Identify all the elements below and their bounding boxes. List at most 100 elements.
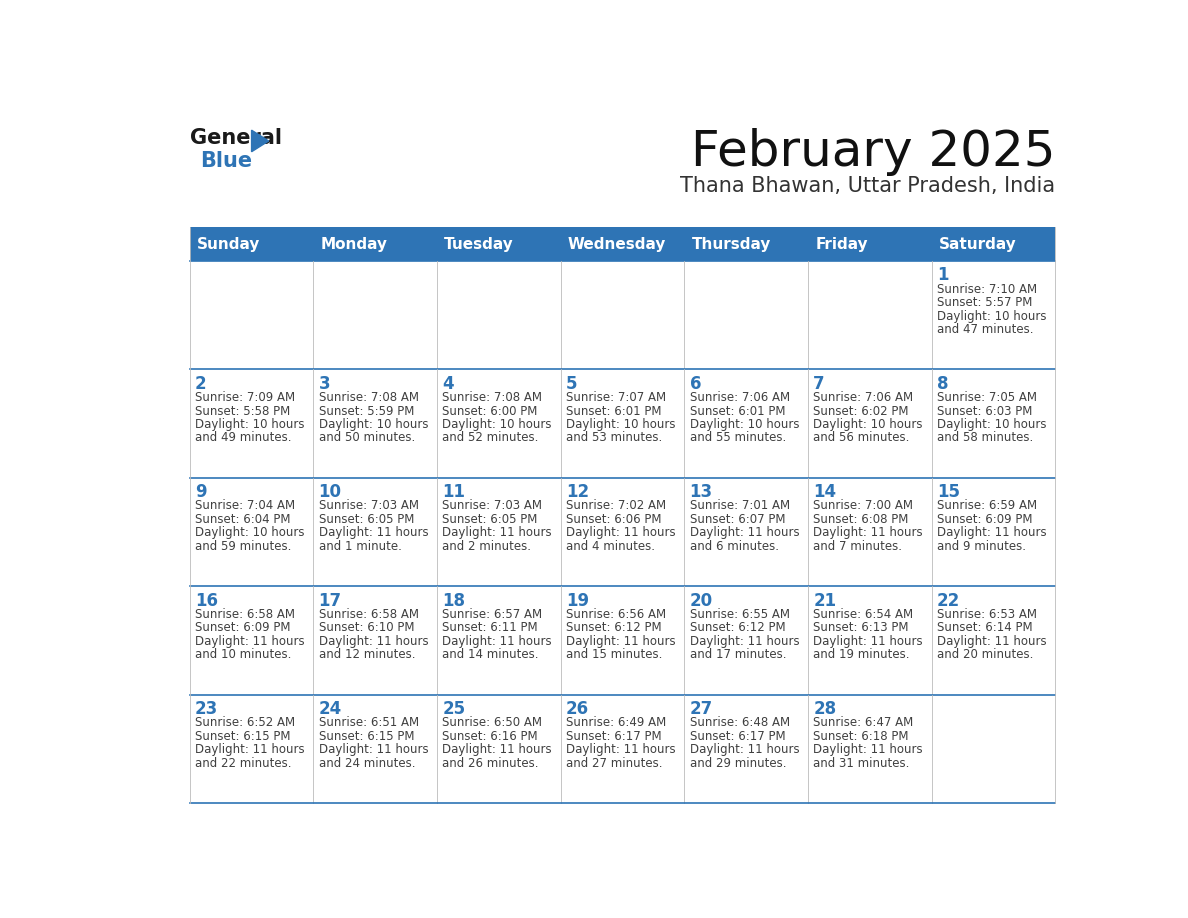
Text: and 58 minutes.: and 58 minutes. xyxy=(937,431,1034,444)
Text: 24: 24 xyxy=(318,700,342,718)
Text: General: General xyxy=(190,128,282,148)
Text: 11: 11 xyxy=(442,483,466,501)
Text: Sunrise: 6:58 AM: Sunrise: 6:58 AM xyxy=(318,608,418,621)
Text: Sunrise: 7:01 AM: Sunrise: 7:01 AM xyxy=(690,499,790,512)
Text: 28: 28 xyxy=(814,700,836,718)
Text: Sunrise: 7:00 AM: Sunrise: 7:00 AM xyxy=(814,499,914,512)
Text: Daylight: 11 hours: Daylight: 11 hours xyxy=(318,526,429,540)
Text: Sunday: Sunday xyxy=(197,237,260,252)
Text: and 56 minutes.: and 56 minutes. xyxy=(814,431,910,444)
Text: and 59 minutes.: and 59 minutes. xyxy=(195,540,291,553)
Text: Daylight: 11 hours: Daylight: 11 hours xyxy=(195,635,304,648)
Text: Saturday: Saturday xyxy=(939,237,1017,252)
Text: 20: 20 xyxy=(690,592,713,610)
Text: Blue: Blue xyxy=(201,151,253,171)
Text: Sunset: 5:57 PM: Sunset: 5:57 PM xyxy=(937,297,1032,309)
Text: 14: 14 xyxy=(814,483,836,501)
Text: and 50 minutes.: and 50 minutes. xyxy=(318,431,415,444)
Text: Sunrise: 6:49 AM: Sunrise: 6:49 AM xyxy=(565,716,666,729)
Text: Sunrise: 6:48 AM: Sunrise: 6:48 AM xyxy=(690,716,790,729)
Text: Sunset: 6:07 PM: Sunset: 6:07 PM xyxy=(690,513,785,526)
Text: 17: 17 xyxy=(318,592,342,610)
Text: Daylight: 11 hours: Daylight: 11 hours xyxy=(318,635,429,648)
Text: and 9 minutes.: and 9 minutes. xyxy=(937,540,1026,553)
Text: and 52 minutes.: and 52 minutes. xyxy=(442,431,538,444)
Text: Wednesday: Wednesday xyxy=(568,237,666,252)
Text: Daylight: 11 hours: Daylight: 11 hours xyxy=(565,744,676,756)
Text: Sunrise: 7:08 AM: Sunrise: 7:08 AM xyxy=(318,391,418,404)
Text: Sunrise: 6:53 AM: Sunrise: 6:53 AM xyxy=(937,608,1037,621)
Text: Daylight: 11 hours: Daylight: 11 hours xyxy=(442,635,552,648)
Text: and 24 minutes.: and 24 minutes. xyxy=(318,756,415,769)
Text: Sunset: 6:14 PM: Sunset: 6:14 PM xyxy=(937,621,1032,634)
Text: Thana Bhawan, Uttar Pradesh, India: Thana Bhawan, Uttar Pradesh, India xyxy=(680,175,1055,196)
Text: and 14 minutes.: and 14 minutes. xyxy=(442,648,539,661)
Text: Sunrise: 7:08 AM: Sunrise: 7:08 AM xyxy=(442,391,543,404)
Text: 21: 21 xyxy=(814,592,836,610)
Text: and 53 minutes.: and 53 minutes. xyxy=(565,431,662,444)
Text: and 12 minutes.: and 12 minutes. xyxy=(318,648,415,661)
Bar xyxy=(190,227,1055,261)
Text: Sunrise: 7:03 AM: Sunrise: 7:03 AM xyxy=(442,499,543,512)
Text: Daylight: 11 hours: Daylight: 11 hours xyxy=(814,744,923,756)
Text: Daylight: 11 hours: Daylight: 11 hours xyxy=(690,635,800,648)
Text: and 2 minutes.: and 2 minutes. xyxy=(442,540,531,553)
Text: and 55 minutes.: and 55 minutes. xyxy=(690,431,786,444)
Text: and 27 minutes.: and 27 minutes. xyxy=(565,756,663,769)
Text: Daylight: 11 hours: Daylight: 11 hours xyxy=(565,635,676,648)
Text: 15: 15 xyxy=(937,483,960,501)
Text: Sunrise: 7:07 AM: Sunrise: 7:07 AM xyxy=(565,391,666,404)
Text: Sunrise: 6:52 AM: Sunrise: 6:52 AM xyxy=(195,716,295,729)
Text: Sunset: 6:03 PM: Sunset: 6:03 PM xyxy=(937,405,1032,418)
Text: Sunrise: 6:47 AM: Sunrise: 6:47 AM xyxy=(814,716,914,729)
Text: Sunset: 6:09 PM: Sunset: 6:09 PM xyxy=(195,621,291,634)
Text: Sunset: 6:09 PM: Sunset: 6:09 PM xyxy=(937,513,1032,526)
Text: Sunrise: 6:58 AM: Sunrise: 6:58 AM xyxy=(195,608,295,621)
Text: and 6 minutes.: and 6 minutes. xyxy=(690,540,778,553)
Text: 1: 1 xyxy=(937,266,948,285)
Text: and 1 minute.: and 1 minute. xyxy=(318,540,402,553)
Text: and 19 minutes.: and 19 minutes. xyxy=(814,648,910,661)
Text: Sunset: 6:12 PM: Sunset: 6:12 PM xyxy=(565,621,662,634)
Text: 3: 3 xyxy=(318,375,330,393)
Text: Sunset: 6:06 PM: Sunset: 6:06 PM xyxy=(565,513,662,526)
Text: Sunset: 6:05 PM: Sunset: 6:05 PM xyxy=(442,513,538,526)
Text: Daylight: 10 hours: Daylight: 10 hours xyxy=(318,418,428,431)
Text: 23: 23 xyxy=(195,700,219,718)
Text: Daylight: 11 hours: Daylight: 11 hours xyxy=(442,744,552,756)
Text: 2: 2 xyxy=(195,375,207,393)
Text: and 10 minutes.: and 10 minutes. xyxy=(195,648,291,661)
Text: Sunset: 6:02 PM: Sunset: 6:02 PM xyxy=(814,405,909,418)
Text: Daylight: 11 hours: Daylight: 11 hours xyxy=(318,744,429,756)
Text: 18: 18 xyxy=(442,592,466,610)
Text: Sunset: 6:01 PM: Sunset: 6:01 PM xyxy=(690,405,785,418)
Text: Daylight: 11 hours: Daylight: 11 hours xyxy=(814,635,923,648)
Text: Sunset: 6:15 PM: Sunset: 6:15 PM xyxy=(318,730,415,743)
Text: Sunrise: 7:04 AM: Sunrise: 7:04 AM xyxy=(195,499,295,512)
Text: 8: 8 xyxy=(937,375,948,393)
Text: Daylight: 11 hours: Daylight: 11 hours xyxy=(814,526,923,540)
Text: Daylight: 11 hours: Daylight: 11 hours xyxy=(937,635,1047,648)
Text: and 17 minutes.: and 17 minutes. xyxy=(690,648,786,661)
Text: 12: 12 xyxy=(565,483,589,501)
Text: and 7 minutes.: and 7 minutes. xyxy=(814,540,903,553)
Text: Sunrise: 7:05 AM: Sunrise: 7:05 AM xyxy=(937,391,1037,404)
Text: Sunset: 6:17 PM: Sunset: 6:17 PM xyxy=(565,730,662,743)
Text: Sunrise: 6:50 AM: Sunrise: 6:50 AM xyxy=(442,716,543,729)
Text: Sunset: 6:01 PM: Sunset: 6:01 PM xyxy=(565,405,662,418)
Text: 26: 26 xyxy=(565,700,589,718)
Text: Daylight: 10 hours: Daylight: 10 hours xyxy=(937,309,1047,322)
Text: Daylight: 10 hours: Daylight: 10 hours xyxy=(195,418,304,431)
Text: 27: 27 xyxy=(690,700,713,718)
Text: and 29 minutes.: and 29 minutes. xyxy=(690,756,786,769)
Text: Daylight: 10 hours: Daylight: 10 hours xyxy=(814,418,923,431)
Text: Sunset: 6:13 PM: Sunset: 6:13 PM xyxy=(814,621,909,634)
Text: Sunset: 6:16 PM: Sunset: 6:16 PM xyxy=(442,730,538,743)
Text: and 4 minutes.: and 4 minutes. xyxy=(565,540,655,553)
Text: Sunset: 6:15 PM: Sunset: 6:15 PM xyxy=(195,730,291,743)
Text: February 2025: February 2025 xyxy=(690,128,1055,176)
Text: Sunset: 6:12 PM: Sunset: 6:12 PM xyxy=(690,621,785,634)
Text: Daylight: 11 hours: Daylight: 11 hours xyxy=(195,744,304,756)
Text: Sunrise: 7:09 AM: Sunrise: 7:09 AM xyxy=(195,391,295,404)
Text: 22: 22 xyxy=(937,592,960,610)
